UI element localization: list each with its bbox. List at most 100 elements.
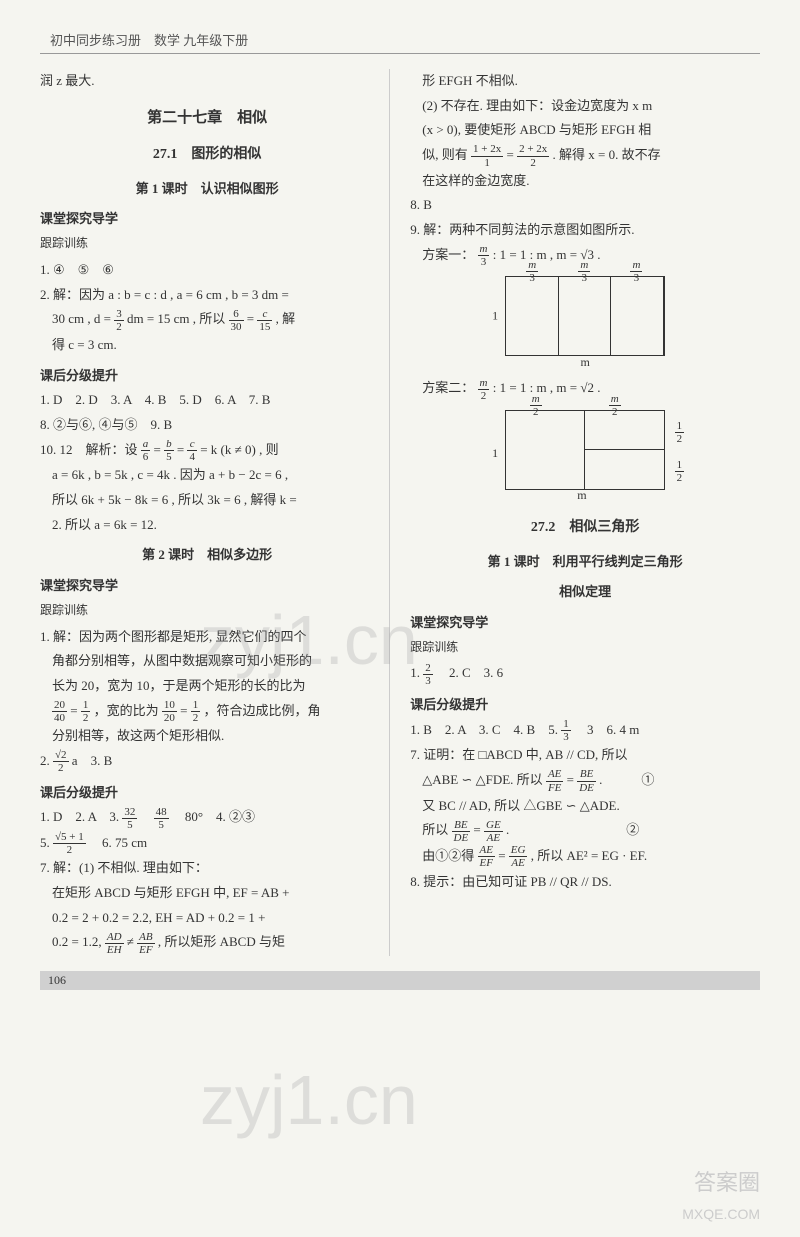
r-q1: 1. 23 2. C 3. 6 <box>410 661 760 687</box>
q10-line1: 10. 12 解析：设 a6 = b5 = c4 = k (k ≠ 0) , 则 <box>40 438 374 464</box>
kh2-q5: 5. √5 + 12 6. 75 cm <box>40 831 374 857</box>
l2-q1-line3: 长为 20，宽为 10，于是两个矩形的长的比为 <box>40 674 374 699</box>
diagram-2-right <box>585 411 664 489</box>
r-q7a: 7. 证明：在 □ABCD 中, AB // CD, 所以 <box>410 743 760 768</box>
diagram-1: m3 m3 m3 1 m <box>505 276 665 356</box>
lesson1-title: 第 1 课时 认识相似图形 <box>40 177 374 202</box>
diagram-1-cell <box>611 277 664 355</box>
corner-mark-2: MXQE.COM <box>682 1206 760 1222</box>
chapter-title: 第二十七章 相似 <box>40 104 374 133</box>
kh2-line1: 1. D 2. A 3. 325 485 80° 4. ②③ <box>40 805 374 831</box>
diag2-bottom: m <box>577 484 586 507</box>
l2-q1-line4: 2040 = 12 ，宽的比为 1020 = 12 ，符合边成比例，角 <box>40 699 374 725</box>
r-q8: 8. B <box>410 193 760 218</box>
section-title: 27.1 图形的相似 <box>40 142 374 169</box>
frac-48-5: 485 <box>154 806 169 831</box>
frac-BE-DE2: BEDE <box>452 819 471 844</box>
frac-20-40: 2040 <box>52 699 67 724</box>
frac-b-5: b5 <box>164 438 174 463</box>
r-cont-a: 形 EFGH 不相似. <box>410 69 760 94</box>
kh-line2: 8. ②与⑥, ④与⑤ 9. B <box>40 413 374 438</box>
q1: 1. ④ ⑤ ⑥ <box>40 258 374 283</box>
l2-q1-line5: 分别相等，故这两个矩形相似. <box>40 724 374 749</box>
frac-2p2x-2: 2 + 2x2 <box>517 143 549 168</box>
r-ketang-heading: 课堂探究导学 <box>410 611 760 636</box>
diag1-top3: m3 <box>610 259 662 284</box>
diagram-2-right-top <box>585 411 664 451</box>
diagram-2-right-bot <box>585 450 664 489</box>
frac-10-20: 1020 <box>162 699 177 724</box>
r-kehou-heading: 课后分级提升 <box>410 693 760 718</box>
r-cont-c: (x > 0), 要使矩形 ABCD 与矩形 EFGH 相 <box>410 118 760 143</box>
diagram-2: m2 m2 1 12 12 m <box>505 410 665 490</box>
ketang-heading-2: 课堂探究导学 <box>40 574 374 599</box>
frac-AE-EF: AEEF <box>478 844 495 869</box>
r-genzong-label: 跟踪训练 <box>410 636 760 659</box>
q2-line1: 2. 解：因为 a : b = c : d , a = 6 cm , b = 3… <box>40 283 374 308</box>
l2-q2: 2. √22 a 3. B <box>40 749 374 775</box>
r-cont-b: (2) 不存在. 理由如下：设金边宽度为 x m <box>410 94 760 119</box>
frac-BE-DE: BEDE <box>577 768 596 793</box>
frac-AE-FE: AEFE <box>546 768 563 793</box>
frac-c-15: c15 <box>257 308 272 333</box>
r-kh-line1: 1. B 2. A 3. C 4. B 5. 13 3 6. 4 m <box>410 718 760 744</box>
q2-line3: 得 c = 3 cm. <box>40 333 374 358</box>
frac-1-3: 13 <box>561 718 571 743</box>
diag2-top1: m2 <box>530 393 542 418</box>
diagram-1-cell <box>559 277 612 355</box>
kehou-heading-2: 课后分级提升 <box>40 781 374 806</box>
frac-6-30: 630 <box>229 308 244 333</box>
frac-m-2: m2 <box>478 377 490 402</box>
frac-root5p1-2: √5 + 12 <box>53 831 86 856</box>
section-27-2: 27.2 相似三角形 <box>410 515 760 542</box>
q2-line2: 30 cm , d = 32 dm = 15 cm , 所以 630 = c15… <box>40 307 374 333</box>
header-bar: 初中同步练习册 数学 九年级下册 <box>40 30 760 54</box>
genzong-label-2: 跟踪训练 <box>40 599 374 622</box>
header-title: 初中同步练习册 数学 九年级下册 <box>40 30 760 49</box>
r-lesson1-a: 第 1 课时 利用平行线判定三角形 <box>410 550 760 575</box>
r-q9d: 方案二： m2 : 1 = 1 : m , m = √2 . <box>410 376 760 402</box>
right-column: 形 EFGH 不相似. (2) 不存在. 理由如下：设金边宽度为 x m (x … <box>410 69 760 956</box>
q10-line2: a = 6k , b = 5k , c = 4k . 因为 a + b − 2c… <box>40 463 374 488</box>
frac-m-3: m3 <box>478 243 490 268</box>
diagram-1-cell <box>506 277 559 355</box>
frac-2-3: 23 <box>423 662 433 687</box>
r-q8-hint: 8. 提示：由已知可证 PB // QR // DS. <box>410 870 760 895</box>
frac-3-2: 32 <box>114 308 124 333</box>
diag1-bottom: m <box>506 351 664 374</box>
genzong-label: 跟踪训练 <box>40 232 374 255</box>
top-line: 润 z 最大. <box>40 69 374 94</box>
frac-AB-EF: ABEF <box>137 931 154 956</box>
r-q7e: 所以 BEDE = GEAE . ② <box>410 818 760 844</box>
r-q7g: 由①②得 AEEF = EGAE , 所以 AE² = EG · EF. <box>410 844 760 870</box>
diag1-top2: m3 <box>558 259 610 284</box>
frac-1-2b: 12 <box>191 699 201 724</box>
frac-c-4: c4 <box>187 438 197 463</box>
diag2-right2: 12 <box>675 459 685 484</box>
frac-root2-2: √22 <box>53 749 69 774</box>
corner-mark-1: 答案圈 <box>694 1165 760 1197</box>
r-cont-d: 似, 则有 1 + 2x1 = 2 + 2x2 . 解得 x = 0. 故不存 <box>410 143 760 169</box>
frac-1p2x-1: 1 + 2x1 <box>471 143 503 168</box>
kh2-q7b: 在矩形 ABCD 与矩形 EFGH 中, EF = AB + <box>40 881 374 906</box>
page-number: 106 <box>40 971 760 990</box>
l2-q1-line2: 角都分别相等，从图中数据观察可知小矩形的 <box>40 649 374 674</box>
diag1-left: 1 <box>492 305 498 328</box>
lesson2-title: 第 2 课时 相似多边形 <box>40 543 374 568</box>
diag2-left: 1 <box>492 442 498 465</box>
ketang-heading: 课堂探究导学 <box>40 207 374 232</box>
left-column: 润 z 最大. 第二十七章 相似 27.1 图形的相似 第 1 课时 认识相似图… <box>40 69 390 956</box>
page: 初中同步练习册 数学 九年级下册 润 z 最大. 第二十七章 相似 27.1 图… <box>0 0 800 1020</box>
r-q7b: △ABE ∽ △FDE. 所以 AEFE = BEDE . ① <box>410 768 760 794</box>
diagram-2-left <box>506 411 585 489</box>
r-cont-f: 在这样的金边宽度. <box>410 169 760 194</box>
kh2-q7d: 0.2 = 1.2, ADEH ≠ ABEF , 所以矩形 ABCD 与矩 <box>40 930 374 956</box>
r-q9a: 9. 解：两种不同剪法的示意图如图所示. <box>410 218 760 243</box>
frac-AD-EH: ADEH <box>105 931 124 956</box>
frac-EG-AE: EGAE <box>509 844 528 869</box>
kh-line1: 1. D 2. D 3. A 4. B 5. D 6. A 7. B <box>40 388 374 413</box>
diag2-right1: 12 <box>675 420 685 445</box>
kh2-q7c: 0.2 = 2 + 0.2 = 2.2, EH = AD + 0.2 = 1 + <box>40 906 374 931</box>
kehou-heading: 课后分级提升 <box>40 364 374 389</box>
l2-q1-line1: 1. 解：因为两个图形都是矩形, 显然它们的四个 <box>40 625 374 650</box>
